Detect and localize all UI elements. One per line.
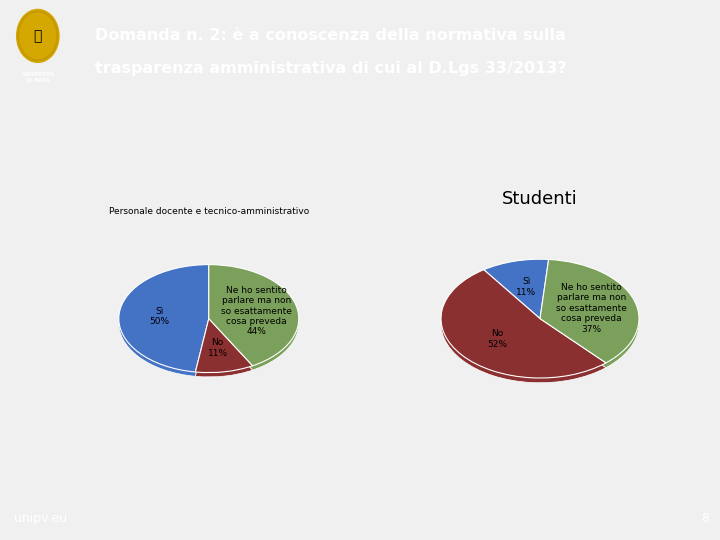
Wedge shape xyxy=(195,319,253,373)
Title: Studenti: Studenti xyxy=(502,190,578,208)
Wedge shape xyxy=(441,274,606,383)
Text: Ne ho sentito
parlare ma non
so esattamente
cosa preveda
44%: Ne ho sentito parlare ma non so esattame… xyxy=(221,286,292,336)
Wedge shape xyxy=(540,264,639,368)
Text: 🏛: 🏛 xyxy=(34,29,42,43)
Text: No
52%: No 52% xyxy=(487,329,507,348)
Text: Domanda n. 2: è a conoscenza della normativa sulla: Domanda n. 2: è a conoscenza della norma… xyxy=(95,29,566,43)
Wedge shape xyxy=(119,269,209,376)
Text: Sì
11%: Sì 11% xyxy=(516,278,536,296)
Text: UNIVERSITÀ
DI PAVIA: UNIVERSITÀ DI PAVIA xyxy=(21,72,55,83)
Wedge shape xyxy=(209,265,299,366)
Text: No
11%: No 11% xyxy=(207,338,228,357)
Wedge shape xyxy=(441,269,606,378)
Wedge shape xyxy=(540,259,639,363)
Title: Personale docente e tecnico-amministrativo: Personale docente e tecnico-amministrati… xyxy=(109,207,309,216)
Text: trasparenza amministrativa di cui al D.Lgs 33/2013?: trasparenza amministrativa di cui al D.L… xyxy=(95,60,567,76)
Text: unipv.eu: unipv.eu xyxy=(14,512,68,525)
Text: Ne ho sentito
parlare ma non
so esattamente
cosa preveda
37%: Ne ho sentito parlare ma non so esattame… xyxy=(557,283,627,334)
Text: Sì
50%: Sì 50% xyxy=(149,307,169,326)
Wedge shape xyxy=(195,323,253,377)
Wedge shape xyxy=(484,264,549,323)
Wedge shape xyxy=(119,265,209,372)
Wedge shape xyxy=(484,259,549,319)
Wedge shape xyxy=(209,269,299,370)
Text: 8: 8 xyxy=(701,512,709,525)
Circle shape xyxy=(17,10,59,62)
